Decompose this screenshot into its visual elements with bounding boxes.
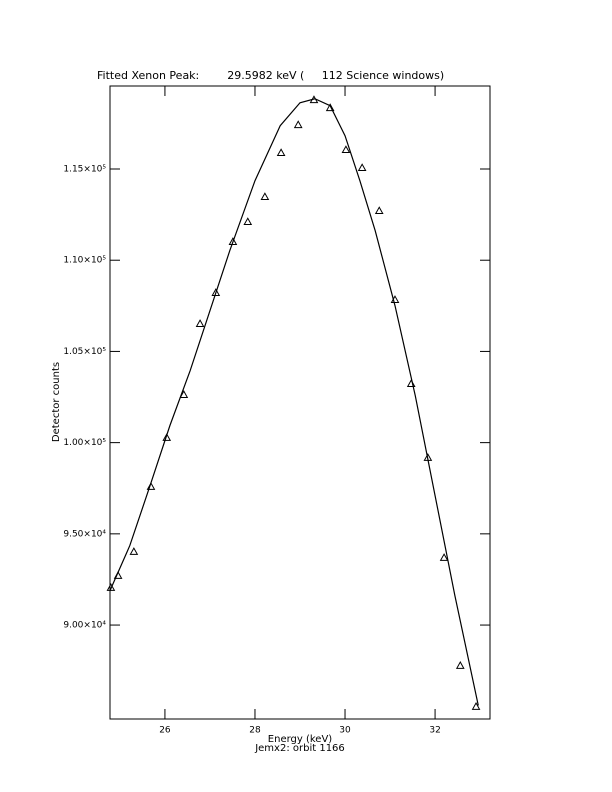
data-point bbox=[276, 148, 286, 157]
data-point bbox=[211, 288, 221, 296]
fit-line bbox=[109, 98, 479, 706]
data-point bbox=[243, 217, 253, 226]
data-point bbox=[439, 553, 449, 561]
data-point bbox=[293, 120, 303, 129]
y-tick-label: 9.00×10⁴ bbox=[63, 621, 106, 631]
x-tick-label: 26 bbox=[159, 726, 171, 736]
plot-frame bbox=[109, 85, 491, 720]
y-axis-label: Detector counts bbox=[51, 362, 62, 442]
data-point bbox=[406, 379, 416, 387]
y-tick-label: 1.05×10⁵ bbox=[63, 347, 106, 357]
data-point bbox=[129, 547, 139, 555]
x-tick-label: 32 bbox=[429, 726, 440, 736]
x-tick-label: 28 bbox=[249, 726, 261, 736]
y-tick-label: 1.10×10⁵ bbox=[63, 256, 106, 266]
data-point bbox=[325, 103, 335, 112]
data-point bbox=[341, 145, 351, 154]
data-point bbox=[195, 319, 205, 327]
x-tick-label: 30 bbox=[339, 726, 351, 736]
data-point bbox=[162, 433, 172, 441]
data-point bbox=[471, 702, 481, 710]
subtitle: Jemx2: orbit 1166 bbox=[254, 743, 345, 754]
data-point bbox=[374, 206, 384, 215]
data-point bbox=[260, 192, 270, 201]
y-tick-label: 9.50×10⁴ bbox=[63, 529, 106, 539]
x-axis-label: Energy (keV) bbox=[268, 734, 333, 745]
data-point bbox=[455, 661, 465, 669]
data-point bbox=[106, 583, 116, 591]
y-tick-label: 1.00×10⁵ bbox=[63, 438, 106, 448]
data-point bbox=[357, 163, 367, 172]
data-point bbox=[179, 390, 189, 398]
y-tick-label: 1.15×10⁵ bbox=[63, 165, 106, 175]
data-point bbox=[228, 237, 238, 246]
chart-title: Fitted Xenon Peak: 29.5982 keV ( 112 Sci… bbox=[97, 69, 444, 82]
